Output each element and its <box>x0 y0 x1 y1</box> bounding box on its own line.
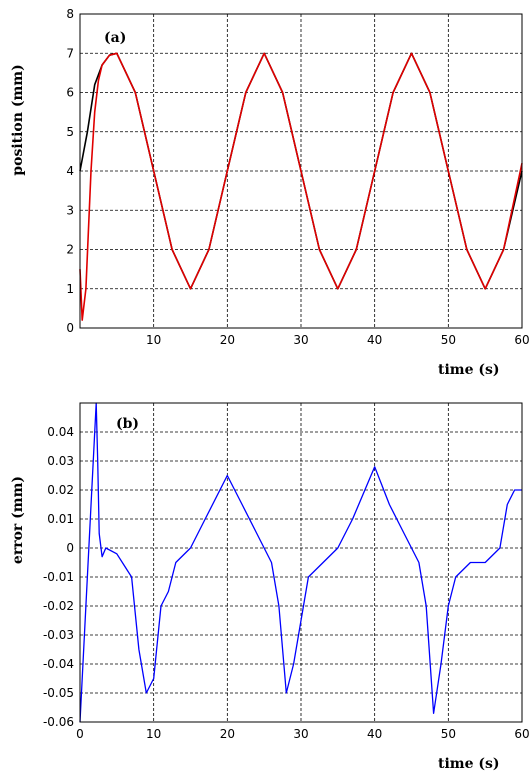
panel-label: (b) <box>116 416 139 432</box>
y-tick-label: -0.02 <box>43 599 74 613</box>
x-axis-label: time (s) <box>438 362 500 378</box>
x-tick-label: 30 <box>293 333 308 347</box>
x-tick-label: 0 <box>76 727 84 741</box>
y-tick-label: -0.01 <box>43 570 74 584</box>
x-tick-label: 40 <box>367 333 382 347</box>
panel-a: 10 20 30 40 50 60 0 1 2 3 4 5 6 7 8 (a) time (s) position… <box>10 7 530 378</box>
y-axis-label: position (mm) <box>10 64 26 175</box>
x-tick-label: 40 <box>367 727 382 741</box>
y-tick-label: -0.04 <box>43 657 74 671</box>
y-tick-label: 0.01 <box>47 512 74 526</box>
x-tick-label: 10 <box>146 727 161 741</box>
y-tick-label: 1 <box>66 282 74 296</box>
x-tick-label: 60 <box>514 333 529 347</box>
x-tick-label: 50 <box>441 333 456 347</box>
y-tick-label: 5 <box>66 125 74 139</box>
y-tick-label: 0 <box>66 541 74 555</box>
y-tick-label: 0.04 <box>47 425 74 439</box>
y-tick-label: 6 <box>66 86 74 100</box>
series-line-2 <box>79 52 523 321</box>
x-tick-label: 50 <box>441 727 456 741</box>
y-axis-label: error (mm) <box>10 476 26 564</box>
panel-label: (a) <box>104 30 126 46</box>
panel-b: 0 10 20 30 40 50 60 0.04 0.03 0.02 0.01 0 -0.01 -0.02… <box>10 402 530 772</box>
y-tick-label: 8 <box>66 7 74 21</box>
plot-frame <box>79 402 523 723</box>
y-tick-label: -0.03 <box>43 628 74 642</box>
y-tick-label: 0.03 <box>47 454 74 468</box>
x-tick-label: 30 <box>293 727 308 741</box>
plot-frame <box>79 13 523 329</box>
series-line-1 <box>79 402 522 723</box>
x-tick-label: 60 <box>514 727 529 741</box>
y-tick-label: -0.06 <box>43 715 74 729</box>
y-tick-label: 7 <box>66 46 74 60</box>
x-tick-label: 10 <box>146 333 161 347</box>
y-tick-label: 4 <box>66 164 74 178</box>
x-tick-label: 20 <box>220 727 235 741</box>
x-axis-label: time (s) <box>438 756 500 772</box>
y-tick-label: -0.05 <box>43 686 74 700</box>
y-tick-label: 2 <box>66 243 74 257</box>
y-tick-label: 0 <box>66 321 74 335</box>
x-tick-label: 20 <box>220 333 235 347</box>
y-tick-label: 0.02 <box>47 483 74 497</box>
y-tick-label: 3 <box>66 203 74 217</box>
